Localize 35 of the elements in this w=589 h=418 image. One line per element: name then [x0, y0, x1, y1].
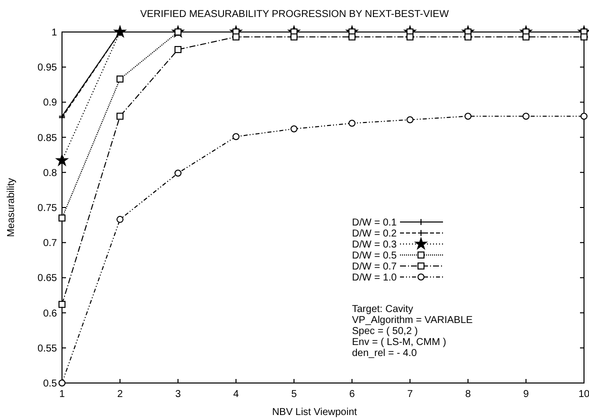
x-tick-label: 10: [578, 389, 589, 400]
x-tick-label: 1: [59, 389, 66, 400]
annotation: Target: Cavity: [352, 304, 414, 315]
y-tick-label: 0.5: [43, 378, 58, 390]
y-tick-label: 0.55: [38, 343, 58, 354]
y-tick-label: 0.7: [43, 238, 58, 250]
y-tick-label: 0.65: [38, 273, 58, 284]
y-tick-label: 0.75: [38, 203, 58, 214]
x-tick-label: 8: [465, 389, 472, 400]
legend-label: D/W = 0.3: [352, 240, 398, 250]
y-tick-label: 0.6: [43, 308, 58, 320]
y-tick-label: 0.95: [38, 62, 58, 74]
x-axis-title: NBV List Viewpoint: [272, 407, 358, 418]
x-tick-label: 6: [349, 389, 356, 400]
legend-label: D/W = 0.2: [352, 228, 398, 240]
annotation: Env = ( LS-M, CMM ): [352, 337, 446, 348]
annotation: VP_Algorithm = VARIABLE: [352, 315, 474, 326]
x-tick-label: 9: [523, 389, 530, 400]
y-tick-label: 0.85: [38, 132, 58, 144]
x-tick-label: 5: [291, 389, 298, 400]
x-tick-label: 7: [407, 389, 414, 400]
y-tick-label: 0.8: [43, 168, 58, 179]
x-tick-label: 2: [117, 389, 124, 400]
legend-label: D/W = 0.1: [352, 218, 398, 228]
legend-label: D/W = 0.5: [352, 250, 398, 262]
x-tick-label: 3: [175, 389, 182, 400]
annotation: den_rel = - 4.0: [352, 348, 418, 359]
y-tick-label: 0.9: [43, 98, 58, 109]
legend-label: D/W = 1.0: [352, 272, 398, 284]
y-axis-title: Measurability: [6, 178, 17, 237]
annotation: Spec = ( 50,2 ): [352, 326, 418, 337]
y-tick-label: 1: [51, 28, 58, 38]
x-tick-label: 4: [233, 389, 240, 400]
chart-title: VERIFIED MEASURABILITY PROGRESSION BY NEXT-BEST-VIEW: [140, 9, 450, 20]
legend-label: D/W = 0.7: [352, 262, 398, 272]
